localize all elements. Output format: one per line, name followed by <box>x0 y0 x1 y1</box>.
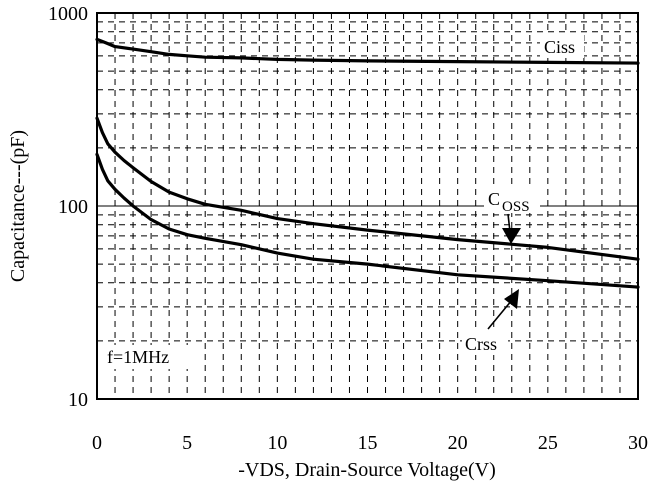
tick-labels: 0 5 10 15 20 25 30 10 100 1000 <box>48 3 648 454</box>
y-tick-label: 10 <box>68 389 88 411</box>
frequency-note-bg <box>104 345 194 369</box>
coss-label-bg <box>484 185 540 213</box>
y-tick-label: 100 <box>58 196 88 218</box>
grid <box>97 13 638 399</box>
plot-frame <box>96 12 639 400</box>
y-tick-label: 1000 <box>48 3 88 25</box>
crss-label-bg <box>462 331 508 355</box>
x-tick-label: 30 <box>628 432 648 454</box>
x-tick-label: 0 <box>92 432 102 454</box>
ciss-label: Ciss <box>544 37 575 57</box>
ciss-line <box>95 37 640 65</box>
x-tick-label: 15 <box>358 432 378 454</box>
frequency-note: f=1MHz <box>107 347 169 367</box>
coss-label-sub: OSS <box>502 199 530 215</box>
series-lines <box>95 37 640 289</box>
coss-line <box>95 116 640 261</box>
coss-label-main: C <box>488 189 500 209</box>
x-tick-label: 25 <box>538 432 558 454</box>
x-tick-label: 20 <box>448 432 468 454</box>
crss-label: Crss <box>465 334 497 354</box>
ciss-label-bg <box>540 34 584 58</box>
x-tick-label: 5 <box>182 432 192 454</box>
crss-line <box>95 152 640 289</box>
y-axis-label: Capacitance---(pF) <box>7 130 29 282</box>
crss-arrow-shaft <box>487 299 513 330</box>
x-axis-label: -VDS, Drain-Source Voltage(V) <box>238 459 496 481</box>
coss-label: C OSS <box>488 189 530 215</box>
x-tick-label: 10 <box>267 432 287 454</box>
coss-arrow-head <box>502 228 521 244</box>
crss-arrow-head <box>504 289 519 309</box>
